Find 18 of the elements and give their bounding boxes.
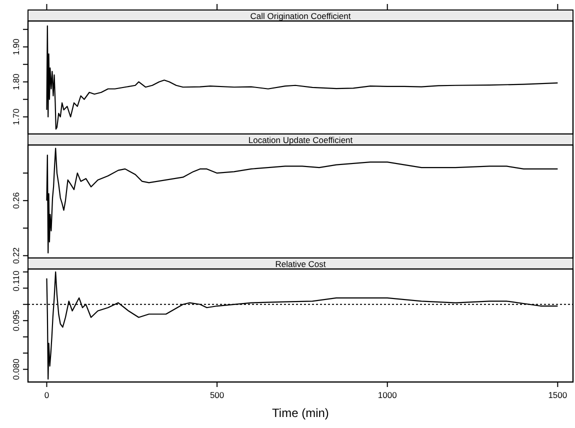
y-tick-label: 1.90 xyxy=(11,38,21,56)
chart-title: Relative Cost xyxy=(275,259,326,269)
y-tick-label: 0.26 xyxy=(11,192,21,209)
y-tick-label: 0.095 xyxy=(11,310,21,332)
x-tick-label: 1500 xyxy=(548,390,568,400)
x-tick-label: 1000 xyxy=(378,390,398,400)
y-tick-label: 0.080 xyxy=(11,358,21,380)
line-series xyxy=(46,25,558,130)
chart-title: Call Origination Coefficient xyxy=(250,11,352,21)
x-tick-label: 0 xyxy=(44,390,50,400)
y-tick-label: 0.22 xyxy=(11,247,21,264)
x-tick-label: 500 xyxy=(210,390,224,400)
y-tick-label: 1.70 xyxy=(11,108,21,126)
chart-title: Location Update Coefficient xyxy=(248,135,354,145)
y-tick-label: 1.80 xyxy=(11,73,21,90)
y-tick-label: 0.110 xyxy=(11,270,21,292)
line-series xyxy=(46,148,558,254)
x-axis-title: Time (min) xyxy=(272,406,329,420)
